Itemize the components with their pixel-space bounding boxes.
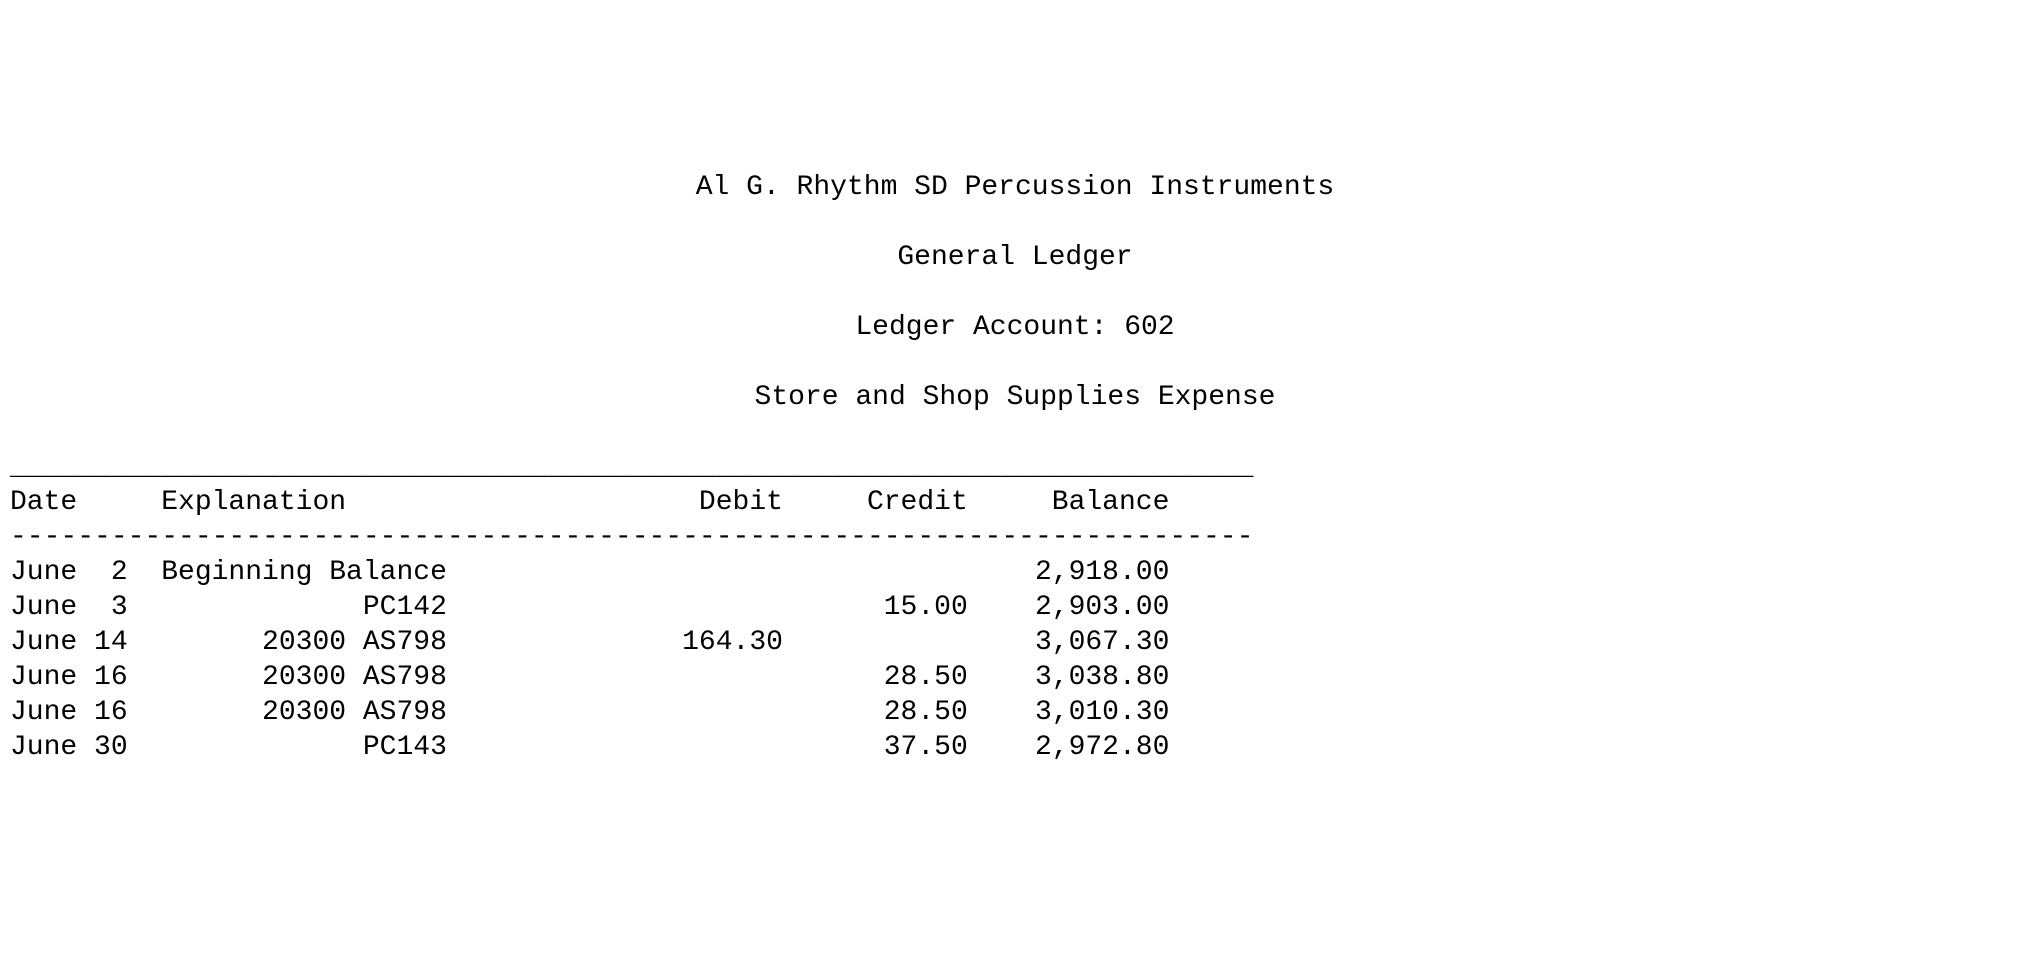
ledger-table: ________________________________________… bbox=[10, 450, 2020, 765]
company-name: Al G. Rhythm SD Percussion Instruments bbox=[10, 170, 2020, 205]
account-name: Store and Shop Supplies Expense bbox=[10, 380, 2020, 415]
account-number-line: Ledger Account: 602 bbox=[10, 310, 2020, 345]
report-title: General Ledger bbox=[10, 240, 2020, 275]
